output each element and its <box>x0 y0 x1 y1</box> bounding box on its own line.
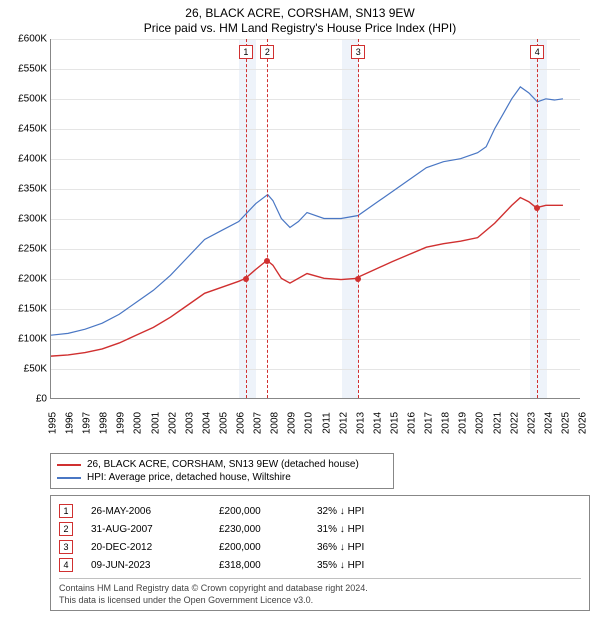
y-tick-label: £350K <box>18 184 47 195</box>
x-tick-label: 1995 <box>48 412 59 434</box>
x-tick-label: 1997 <box>82 412 93 434</box>
x-tick-label: 2004 <box>201 412 212 434</box>
x-tick-label: 2017 <box>424 412 435 434</box>
series-property_line <box>51 198 563 357</box>
sale-row-marker: 2 <box>59 522 73 536</box>
sale-row: 2 31-AUG-2007 £230,000 31% ↓ HPI <box>59 520 581 538</box>
sale-marker-dot <box>355 276 361 282</box>
legend-swatch <box>57 464 81 466</box>
x-tick-label: 2026 <box>578 412 589 434</box>
y-tick-label: £150K <box>18 304 47 315</box>
sale-row-marker: 3 <box>59 540 73 554</box>
sale-row: 1 26-MAY-2006 £200,000 32% ↓ HPI <box>59 502 581 520</box>
sale-marker-box: 2 <box>260 45 274 59</box>
x-tick-label: 2013 <box>355 412 366 434</box>
line-chart-svg <box>51 39 580 398</box>
x-tick-label: 2008 <box>270 412 281 434</box>
sale-marker-dot <box>243 276 249 282</box>
x-tick-label: 2019 <box>458 412 469 434</box>
sale-marker-dot <box>264 258 270 264</box>
x-tick-label: 2025 <box>560 412 571 434</box>
x-tick-label: 2022 <box>509 412 520 434</box>
y-tick-label: £100K <box>18 334 47 345</box>
x-tick-label: 2023 <box>526 412 537 434</box>
sale-date: 26-MAY-2006 <box>91 506 201 517</box>
y-tick-label: £450K <box>18 124 47 135</box>
y-tick-label: £300K <box>18 214 47 225</box>
sale-hpi-delta: 36% ↓ HPI <box>317 542 407 553</box>
x-tick-label: 2014 <box>372 412 383 434</box>
legend-label: HPI: Average price, detached house, Wilt… <box>87 472 291 483</box>
x-tick-label: 2021 <box>492 412 503 434</box>
plot-area: £0£50K£100K£150K£200K£250K£300K£350K£400… <box>50 39 580 399</box>
x-tick-label: 2024 <box>543 412 554 434</box>
sale-row: 4 09-JUN-2023 £318,000 35% ↓ HPI <box>59 556 581 574</box>
x-tick-label: 1999 <box>116 412 127 434</box>
x-tick-label: 2015 <box>389 412 400 434</box>
sale-marker-box: 3 <box>351 45 365 59</box>
y-tick-label: £0 <box>36 394 47 405</box>
x-tick-label: 2010 <box>304 412 315 434</box>
sale-hpi-delta: 35% ↓ HPI <box>317 560 407 571</box>
x-tick-label: 2005 <box>218 412 229 434</box>
sale-date: 20-DEC-2012 <box>91 542 201 553</box>
x-tick-label: 2016 <box>407 412 418 434</box>
sale-marker-line <box>358 39 359 398</box>
x-tick-label: 2009 <box>287 412 298 434</box>
x-axis-labels: 1995 1996 1997 1998 1999 2000 2001 2002 2003 2004… <box>50 399 580 447</box>
sale-marker-line <box>246 39 247 398</box>
legend-row: HPI: Average price, detached house, Wilt… <box>57 471 387 484</box>
y-tick-label: £500K <box>18 94 47 105</box>
sale-price: £230,000 <box>219 524 299 535</box>
sale-row-marker: 4 <box>59 558 73 572</box>
x-tick-label: 2001 <box>150 412 161 434</box>
chart-container: 26, BLACK ACRE, CORSHAM, SN13 9EW Price … <box>0 0 600 611</box>
series-hpi_index <box>51 87 563 335</box>
sale-date: 31-AUG-2007 <box>91 524 201 535</box>
attribution-line1: Contains HM Land Registry data © Crown c… <box>59 583 581 595</box>
y-tick-label: £200K <box>18 274 47 285</box>
y-tick-label: £550K <box>18 64 47 75</box>
x-tick-label: 2012 <box>338 412 349 434</box>
sale-price: £200,000 <box>219 506 299 517</box>
legend-box: 26, BLACK ACRE, CORSHAM, SN13 9EW (detac… <box>50 453 394 489</box>
y-tick-label: £600K <box>18 34 47 45</box>
sale-marker-box: 4 <box>530 45 544 59</box>
plot-wrap: £0£50K£100K£150K£200K£250K£300K£350K£400… <box>50 39 580 447</box>
sale-price: £318,000 <box>219 560 299 571</box>
y-tick-label: £50K <box>24 364 47 375</box>
x-tick-label: 2020 <box>475 412 486 434</box>
x-tick-label: 2000 <box>133 412 144 434</box>
sales-table: 1 26-MAY-2006 £200,000 32% ↓ HPI 2 31-AUG-200… <box>50 495 590 611</box>
x-tick-label: 2006 <box>236 412 247 434</box>
sale-row: 3 20-DEC-2012 £200,000 36% ↓ HPI <box>59 538 581 556</box>
x-tick-label: 2011 <box>321 412 332 434</box>
x-tick-label: 2002 <box>167 412 178 434</box>
attribution: Contains HM Land Registry data © Crown c… <box>59 578 581 606</box>
x-tick-label: 1998 <box>99 412 110 434</box>
y-tick-label: £250K <box>18 244 47 255</box>
x-tick-label: 1996 <box>65 412 76 434</box>
sale-marker-line <box>537 39 538 398</box>
chart-title-address: 26, BLACK ACRE, CORSHAM, SN13 9EW <box>0 0 600 20</box>
attribution-line2: This data is licensed under the Open Gov… <box>59 595 581 607</box>
sale-date: 09-JUN-2023 <box>91 560 201 571</box>
sale-marker-dot <box>534 205 540 211</box>
legend-swatch <box>57 477 81 479</box>
sale-price: £200,000 <box>219 542 299 553</box>
sale-hpi-delta: 31% ↓ HPI <box>317 524 407 535</box>
legend-label: 26, BLACK ACRE, CORSHAM, SN13 9EW (detac… <box>87 459 359 470</box>
sale-row-marker: 1 <box>59 504 73 518</box>
y-axis-labels: £0£50K£100K£150K£200K£250K£300K£350K£400… <box>3 39 47 398</box>
x-tick-label: 2018 <box>441 412 452 434</box>
sale-hpi-delta: 32% ↓ HPI <box>317 506 407 517</box>
sale-marker-box: 1 <box>239 45 253 59</box>
y-tick-label: £400K <box>18 154 47 165</box>
legend-row: 26, BLACK ACRE, CORSHAM, SN13 9EW (detac… <box>57 458 387 471</box>
x-tick-label: 2007 <box>253 412 264 434</box>
sale-marker-line <box>267 39 268 398</box>
chart-title-subtitle: Price paid vs. HM Land Registry's House … <box>0 20 600 39</box>
x-tick-label: 2003 <box>184 412 195 434</box>
